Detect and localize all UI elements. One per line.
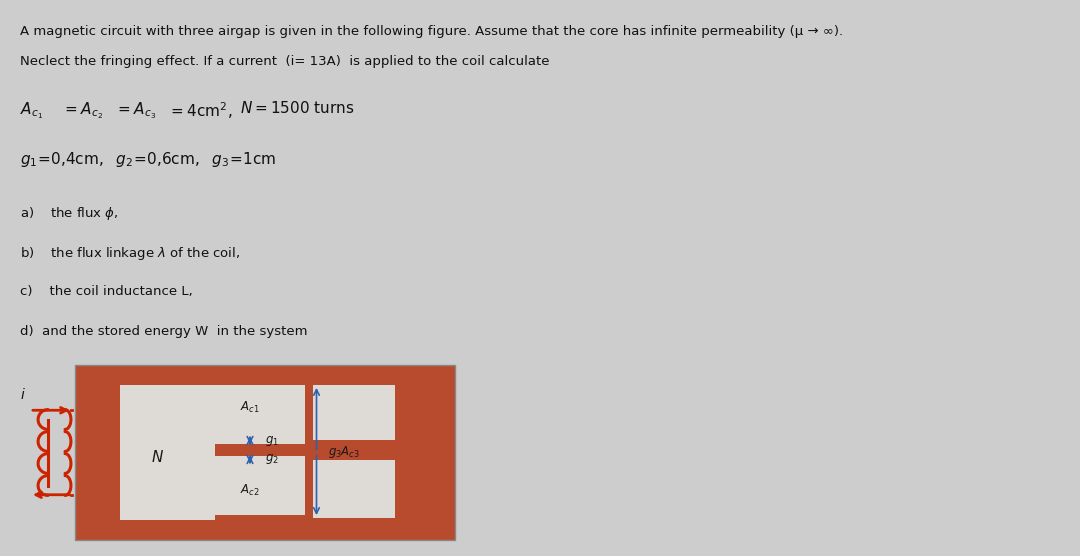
Text: $=A_{c_3}$: $=A_{c_3}$ — [114, 100, 157, 121]
Text: d)  and the stored energy W  in the system: d) and the stored energy W in the system — [21, 325, 308, 338]
Bar — [215, 437, 305, 444]
Bar — [320, 460, 395, 518]
Bar — [215, 385, 305, 437]
Text: $i$: $i$ — [21, 388, 26, 402]
Bar — [75, 365, 455, 540]
Text: $A_{c1}$: $A_{c1}$ — [240, 399, 260, 415]
Text: $A_{c3}$: $A_{c3}$ — [340, 445, 360, 460]
Text: b)    the flux linkage $\lambda$ of the coil,: b) the flux linkage $\lambda$ of the coi… — [21, 245, 240, 262]
Bar — [120, 385, 215, 520]
Bar — [313, 385, 320, 440]
Text: A magnetic circuit with three airgap is given in the following figure. Assume th: A magnetic circuit with three airgap is … — [21, 25, 843, 38]
Text: $g_1$: $g_1$ — [265, 434, 279, 448]
Bar — [313, 460, 320, 518]
Text: $N=1500\ \mathrm{turns}$: $N=1500\ \mathrm{turns}$ — [240, 100, 354, 116]
Text: $g_1\!=\!0{,}4\mathrm{cm},\ \ g_2\!=\!0{,}6\mathrm{cm},\ \ g_3\!=\!1\mathrm{cm}$: $g_1\!=\!0{,}4\mathrm{cm},\ \ g_2\!=\!0{… — [21, 150, 276, 169]
Text: a)    the flux $\phi$,: a) the flux $\phi$, — [21, 205, 119, 222]
Text: $g_3$: $g_3$ — [328, 445, 342, 459]
Text: $A_{c2}$: $A_{c2}$ — [240, 483, 260, 498]
Bar — [320, 385, 395, 440]
Text: $A_{c_1}$: $A_{c_1}$ — [21, 100, 43, 121]
Text: c)    the coil inductance L,: c) the coil inductance L, — [21, 285, 192, 298]
Text: $g_2$: $g_2$ — [265, 453, 279, 466]
Bar — [215, 463, 305, 515]
Text: $=A_{c_2}$: $=A_{c_2}$ — [62, 100, 103, 121]
Text: Neclect the fringing effect. If a current  (i= 13A)  is applied to the coil calc: Neclect the fringing effect. If a curren… — [21, 55, 550, 68]
Bar — [215, 456, 305, 463]
Text: N: N — [152, 450, 163, 465]
Bar — [75, 365, 455, 540]
Text: $=4\mathrm{cm}^2,$: $=4\mathrm{cm}^2,$ — [168, 100, 232, 121]
